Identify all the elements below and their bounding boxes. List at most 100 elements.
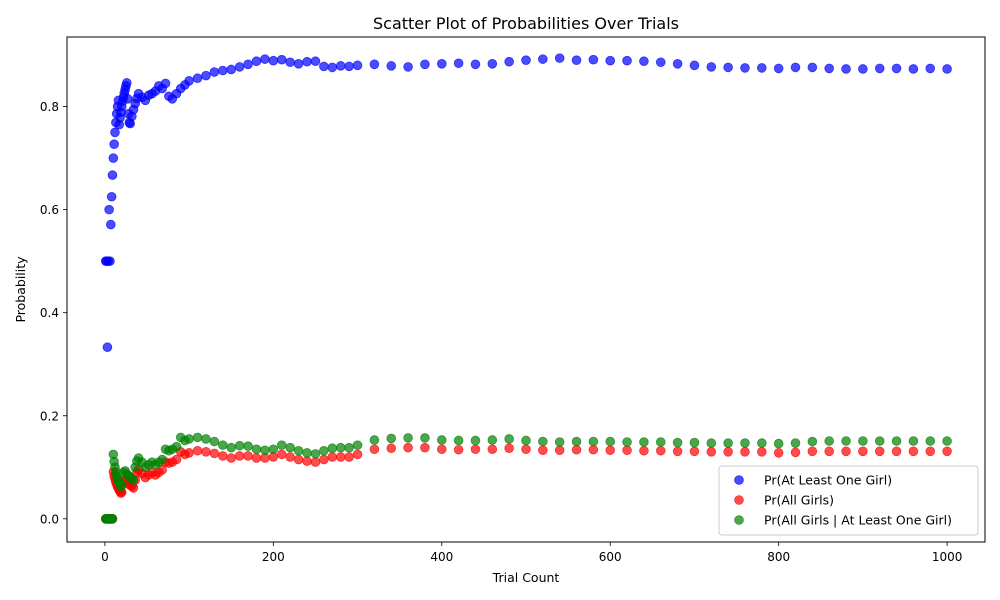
data-point: [605, 436, 616, 447]
legend-marker: [734, 515, 744, 525]
data-point: [874, 436, 885, 446]
data-point: [218, 440, 228, 450]
data-point: [655, 57, 666, 68]
data-point: [858, 64, 868, 74]
data-point: [605, 445, 616, 456]
data-point: [403, 62, 413, 72]
data-point: [327, 62, 338, 73]
data-point: [104, 204, 114, 215]
data-point: [841, 436, 851, 446]
data-point: [740, 438, 750, 448]
data-point: [310, 449, 321, 459]
data-point: [470, 444, 481, 455]
data-points-layer: [100, 53, 952, 524]
data-point: [192, 73, 203, 84]
x-tick-label: 400: [430, 550, 453, 564]
data-point: [824, 436, 834, 446]
data-point: [841, 446, 851, 457]
data-point: [420, 433, 430, 443]
data-point: [706, 447, 717, 457]
data-point: [571, 55, 582, 65]
data-point: [121, 78, 132, 88]
data-point: [891, 436, 902, 446]
data-point: [171, 441, 182, 452]
data-point: [942, 436, 952, 446]
data-point: [453, 444, 464, 455]
data-point: [689, 437, 700, 448]
data-point: [521, 55, 531, 65]
data-point: [504, 443, 514, 454]
data-point: [226, 442, 237, 453]
data-point: [260, 54, 270, 64]
data-point: [352, 440, 363, 450]
data-point: [807, 62, 818, 73]
data-point: [184, 448, 194, 458]
data-point: [352, 449, 363, 460]
data-point: [106, 191, 117, 202]
data-point: [160, 78, 171, 89]
data-point: [209, 436, 220, 447]
data-point: [209, 67, 220, 77]
data-point: [116, 480, 127, 491]
data-point: [243, 59, 253, 70]
data-point: [622, 55, 632, 66]
data-point: [571, 444, 582, 455]
data-point: [260, 445, 270, 456]
data-point: [107, 170, 118, 180]
data-point: [453, 58, 464, 69]
data-point: [622, 445, 632, 456]
data-point: [268, 444, 279, 455]
chart-title: Scatter Plot of Probabilities Over Trial…: [373, 14, 679, 33]
data-point: [184, 76, 194, 86]
data-point: [128, 475, 139, 485]
data-point: [319, 445, 329, 456]
data-point: [639, 445, 649, 456]
data-point: [891, 63, 902, 74]
data-point: [192, 445, 203, 456]
y-tick-label: 0.4: [40, 306, 59, 320]
data-point: [436, 444, 447, 455]
data-point: [554, 53, 565, 63]
data-point: [310, 56, 321, 67]
data-point: [740, 447, 750, 457]
series-2: [100, 432, 952, 524]
data-point: [689, 446, 700, 457]
data-point: [184, 434, 194, 444]
data-point: [588, 54, 599, 65]
data-point: [655, 437, 666, 447]
data-point: [925, 436, 936, 446]
data-point: [605, 55, 616, 66]
series-0: [100, 53, 952, 353]
data-point: [420, 59, 430, 70]
data-point: [293, 445, 304, 456]
data-point: [285, 57, 295, 68]
data-point: [302, 56, 312, 67]
data-point: [841, 64, 851, 74]
data-point: [319, 61, 329, 72]
data-point: [386, 443, 397, 454]
data-point: [538, 445, 548, 456]
data-point: [276, 54, 287, 65]
data-point: [420, 442, 430, 453]
data-point: [344, 452, 354, 462]
legend-label: Pr(All Girls): [764, 493, 834, 508]
data-point: [672, 446, 683, 457]
data-point: [201, 434, 211, 444]
data-point: [302, 456, 312, 466]
data-point: [639, 437, 649, 447]
data-point: [344, 61, 354, 72]
x-axis: 0 200 400 600 800 1000: [101, 542, 962, 564]
data-point: [335, 452, 346, 462]
data-point: [107, 514, 118, 524]
data-point: [908, 64, 919, 74]
data-point: [285, 452, 295, 462]
data-point: [891, 446, 902, 457]
x-tick-label: 0: [101, 550, 109, 564]
data-point: [201, 447, 211, 457]
data-point: [110, 127, 120, 138]
data-point: [942, 446, 952, 457]
data-point: [234, 440, 245, 451]
data-point: [226, 453, 237, 463]
data-point: [908, 446, 919, 457]
data-point: [639, 56, 649, 67]
